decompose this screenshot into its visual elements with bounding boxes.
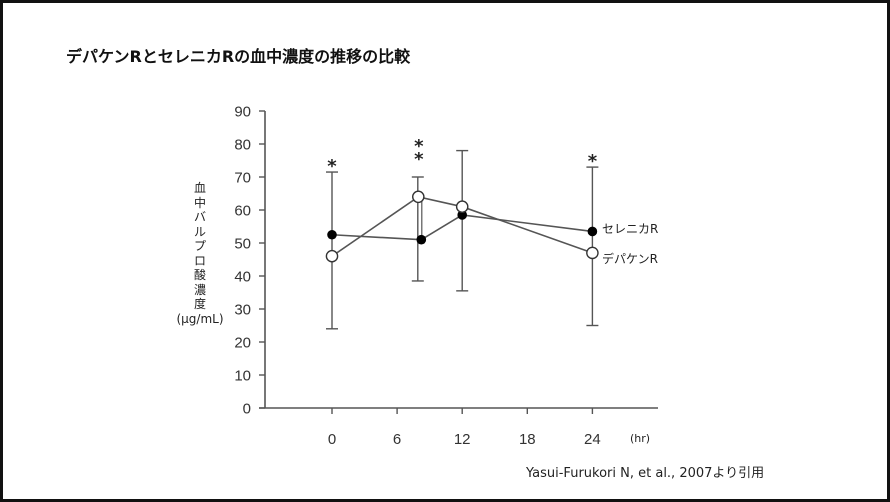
x-tick-label: 12 — [454, 431, 471, 448]
significance-star: * — [414, 149, 424, 170]
y-axis-label: 血 中 バ ル プ ロ 酸 濃 度 (μg/mL) — [160, 181, 240, 326]
x-axis-unit: (hr) — [630, 432, 650, 445]
y-axis-label-char: ロ — [193, 253, 206, 268]
x-tick-label: 24 — [584, 431, 601, 448]
y-axis-label-char: 中 — [193, 195, 206, 210]
y-tick-label: 70 — [234, 170, 251, 187]
y-axis-label-char: 度 — [193, 297, 206, 311]
chart-title: デパケンRとセレニカRの血中濃度の推移の比較 — [66, 47, 411, 66]
y-tick-label: 80 — [234, 137, 251, 154]
x-tick-label: 0 — [328, 431, 336, 448]
open-marker — [325, 249, 339, 263]
y-tick-label: 60 — [234, 203, 251, 220]
citation: Yasui-Furukori N, et al., 2007より引用 — [526, 466, 765, 481]
x-tick-label: 18 — [519, 431, 536, 448]
series-line — [331, 195, 593, 257]
significance-star: * — [327, 156, 337, 177]
y-axis-label-char: 酸 — [193, 268, 206, 282]
y-axis-label-char: 血 — [193, 181, 206, 195]
open-marker — [455, 200, 469, 213]
y-tick-label: 50 — [234, 236, 251, 253]
y-tick-label: 90 — [234, 104, 251, 121]
y-tick-label: 40 — [234, 269, 251, 286]
y-tick-label: 20 — [234, 335, 251, 352]
legend-label-depakene: デパケンR — [602, 251, 658, 266]
axes: 0 10 20 30 40 50 60 70 80 90 0 6 12 18 24 (hr) — [234, 104, 658, 448]
filled-marker — [327, 229, 337, 240]
open-marker — [411, 190, 425, 204]
y-tick-label: 30 — [234, 302, 251, 319]
y-axis-label-char: プ — [193, 239, 206, 253]
open-marker — [586, 246, 599, 260]
significance-star: * — [588, 151, 598, 172]
filled-marker — [416, 234, 427, 245]
series-labels: セレニカR デパケンR — [602, 222, 658, 266]
y-tick-label: 10 — [234, 368, 251, 385]
y-axis-label-char: バ — [193, 210, 206, 224]
y-axis-label-char: ル — [193, 224, 206, 239]
series-lines — [331, 195, 593, 257]
y-tick-label: 0 — [243, 401, 251, 418]
significance-annotations: * *** — [327, 136, 597, 177]
y-axis-unit: (μg/mL) — [176, 311, 224, 326]
series-markers — [325, 190, 599, 263]
filled-marker — [587, 226, 598, 237]
x-tick-label: 6 — [393, 431, 401, 448]
significance-star: * — [414, 136, 424, 157]
series-line — [331, 214, 593, 241]
y-axis-label-char: 濃 — [193, 282, 206, 297]
filled-marker — [457, 210, 468, 220]
legend-label-selenica: セレニカR — [602, 222, 658, 236]
